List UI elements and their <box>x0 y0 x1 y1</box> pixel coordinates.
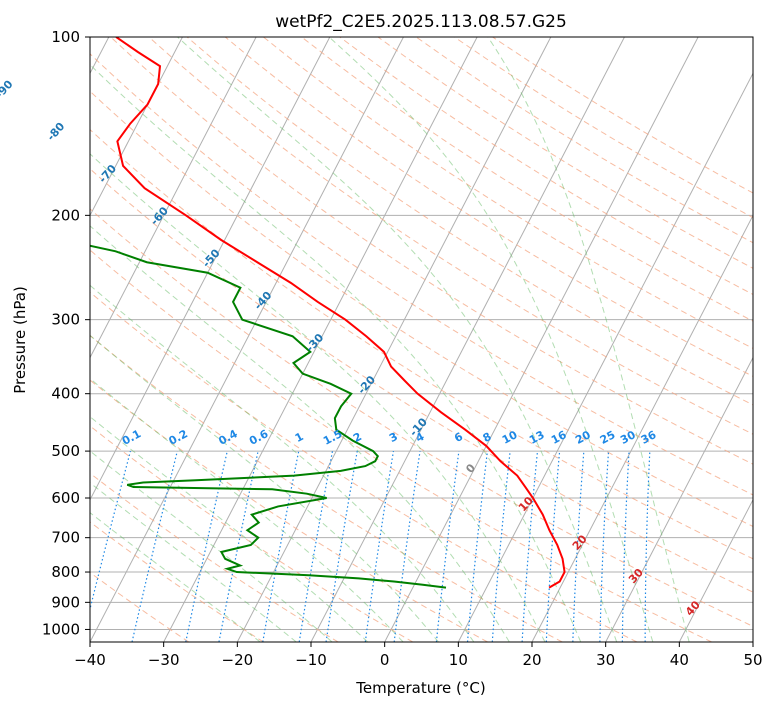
mixing-ratio-label: 25 <box>598 428 618 447</box>
y-tick-label: 400 <box>51 385 80 403</box>
y-tick-label: 600 <box>51 489 80 507</box>
y-tick-label: 500 <box>51 442 80 460</box>
mixing-ratio-line <box>466 451 489 642</box>
dry-adiabat-line <box>90 128 753 560</box>
mixing-ratio-line <box>325 450 358 642</box>
isotherm-line <box>384 37 699 642</box>
x-tick-label: 30 <box>596 651 615 669</box>
isotherm-line <box>457 72 753 642</box>
isotherm-line <box>90 37 257 359</box>
x-tick-label: 20 <box>522 651 541 669</box>
mixing-ratio-line <box>393 451 421 642</box>
isotherm-line <box>605 356 753 642</box>
isotherm-line <box>163 37 478 642</box>
mixing-ratio-line <box>521 451 539 642</box>
dry-adiabat-line <box>148 37 753 435</box>
isotherm-line <box>90 37 331 501</box>
x-tick-label: −10 <box>295 651 327 669</box>
dry-adiabat-line <box>339 37 753 295</box>
dry-adiabat-line <box>90 379 488 642</box>
dry-adiabat-line <box>186 37 753 406</box>
chart-title: wetPf2_C2E5.2025.113.08.57.G25 <box>275 12 567 32</box>
moist-adiabat-line <box>90 153 546 642</box>
x-tick-label: 40 <box>670 651 689 669</box>
y-tick-label: 300 <box>51 311 80 329</box>
isotherm-line <box>90 37 183 217</box>
plot-frame <box>89 36 754 643</box>
isotherm-line <box>678 498 753 642</box>
x-tick-label: 10 <box>449 651 468 669</box>
dry-adiabat-line <box>224 37 753 377</box>
moist-adiabat-line <box>90 482 297 642</box>
x-tick-label: −20 <box>222 651 254 669</box>
axes: −40 −30 −20 −10 0 10 20 30 40 50 100 200 300 400 500 60… <box>42 28 763 669</box>
isotherm-label: -90 <box>0 77 16 101</box>
moist-adiabat-line <box>328 37 654 642</box>
temperature-line <box>115 37 566 589</box>
isotherm-line <box>752 640 753 642</box>
isotherm-line <box>90 37 404 642</box>
y-tick-label: 1000 <box>42 620 80 638</box>
x-tick-label: −30 <box>148 651 180 669</box>
moist-adiabat-line <box>90 377 404 642</box>
moist-adiabat-line <box>90 63 582 642</box>
dry-adiabat-line <box>90 425 414 642</box>
moist-adiabat-line <box>90 284 475 642</box>
isotherm-line <box>236 37 552 642</box>
y-axis-title: Pressure (hPa) <box>11 286 29 394</box>
mixing-ratio-label: 13 <box>527 428 547 447</box>
y-tick-label: 100 <box>51 28 80 46</box>
plot-background <box>90 37 753 642</box>
y-tick-label: 200 <box>51 206 80 224</box>
mixing-ratio-line <box>364 451 395 642</box>
mixing-ratio-label: 36 <box>639 428 659 447</box>
mixing-ratio-label: 10 <box>500 428 520 447</box>
moist-adiabat-line <box>90 225 510 642</box>
dry-adiabat-line <box>90 291 638 642</box>
mixing-ratio-line <box>185 450 228 642</box>
mixing-ratio-line <box>90 450 132 612</box>
y-tick-label: 900 <box>51 593 80 611</box>
dry-adiabat-line <box>90 53 753 496</box>
mixing-ratio-label: 20 <box>573 428 593 447</box>
mixing-ratio-line <box>435 451 460 642</box>
mixing-ratio-label: 30 <box>618 428 638 447</box>
dry-adiabat-line <box>90 90 753 528</box>
x-tick-label: 50 <box>743 651 762 669</box>
x-axis-title: Temperature (°C) <box>355 679 485 697</box>
y-tick-label: 700 <box>51 529 80 547</box>
moist-adiabat-line <box>90 334 439 642</box>
isotherm-line <box>531 214 753 642</box>
moist-adiabat-line <box>177 37 618 642</box>
mixing-ratio-label: 16 <box>549 428 569 447</box>
dry-adiabat-line <box>90 571 190 642</box>
x-tick-label: 0 <box>380 651 390 669</box>
profile-lines <box>90 37 566 589</box>
mixing-ratio-line <box>491 451 511 642</box>
dewpoint-line <box>90 244 447 589</box>
mixing-ratio-line <box>131 450 178 642</box>
moist-adiabat-line <box>487 37 690 642</box>
x-tick-label: −40 <box>74 651 106 669</box>
y-tick-label: 800 <box>51 563 80 581</box>
dry-adiabat-line <box>90 249 712 642</box>
isotherm-label: -80 <box>44 120 67 144</box>
isotherm-line <box>310 37 625 642</box>
